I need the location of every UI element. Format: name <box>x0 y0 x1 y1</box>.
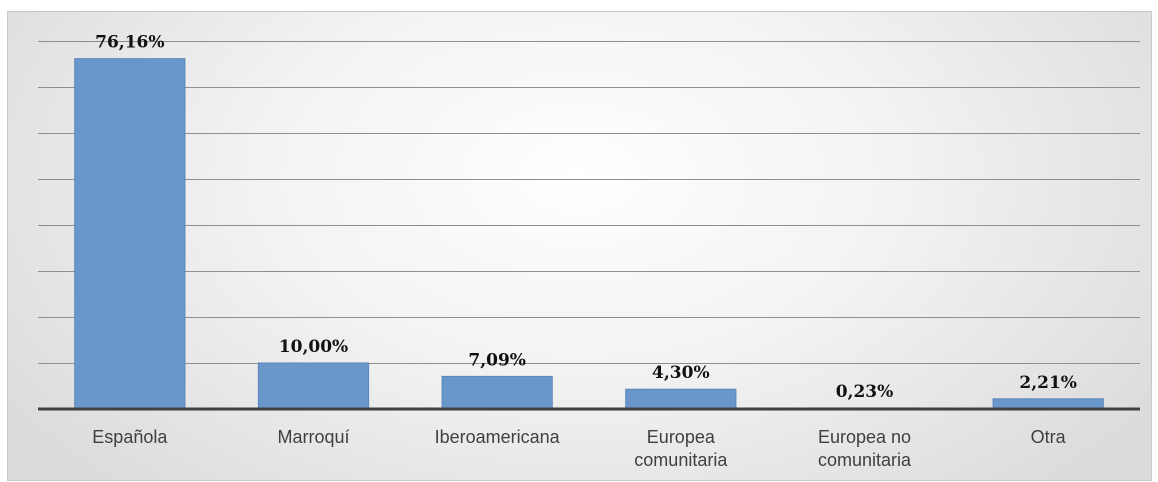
bars <box>75 59 1104 409</box>
x-tick-label-3: Iberoamericana <box>435 427 561 447</box>
bar-3 <box>442 376 552 409</box>
data-label-2: 10,00% <box>279 337 348 357</box>
data-label-3: 7,09% <box>468 350 526 370</box>
data-labels: 76,16% 10,00% 7,09% 4,30% 0,23% 2,21% <box>95 33 1077 402</box>
gridlines <box>38 42 1140 364</box>
x-tick-label-6: Otra <box>1031 427 1067 447</box>
x-tick-label-4: Europea comunitaria <box>634 427 728 470</box>
data-label-1: 76,16% <box>95 33 164 53</box>
x-tick-label-5: Europea no comunitaria <box>818 427 912 470</box>
data-label-5: 0,23% <box>836 382 894 402</box>
bar-2 <box>258 363 368 409</box>
x-tick-label-1: Española <box>92 427 168 447</box>
data-label-6: 2,21% <box>1019 373 1077 393</box>
x-tick-label-2: Marroquí <box>277 427 349 447</box>
bar-6 <box>993 399 1103 409</box>
x-axis-tick-labels: Española Marroquí Iberoamericana Europea com… <box>92 427 1066 470</box>
data-label-4: 4,30% <box>652 363 710 383</box>
bar-1 <box>75 59 185 409</box>
bar-4 <box>626 389 736 409</box>
